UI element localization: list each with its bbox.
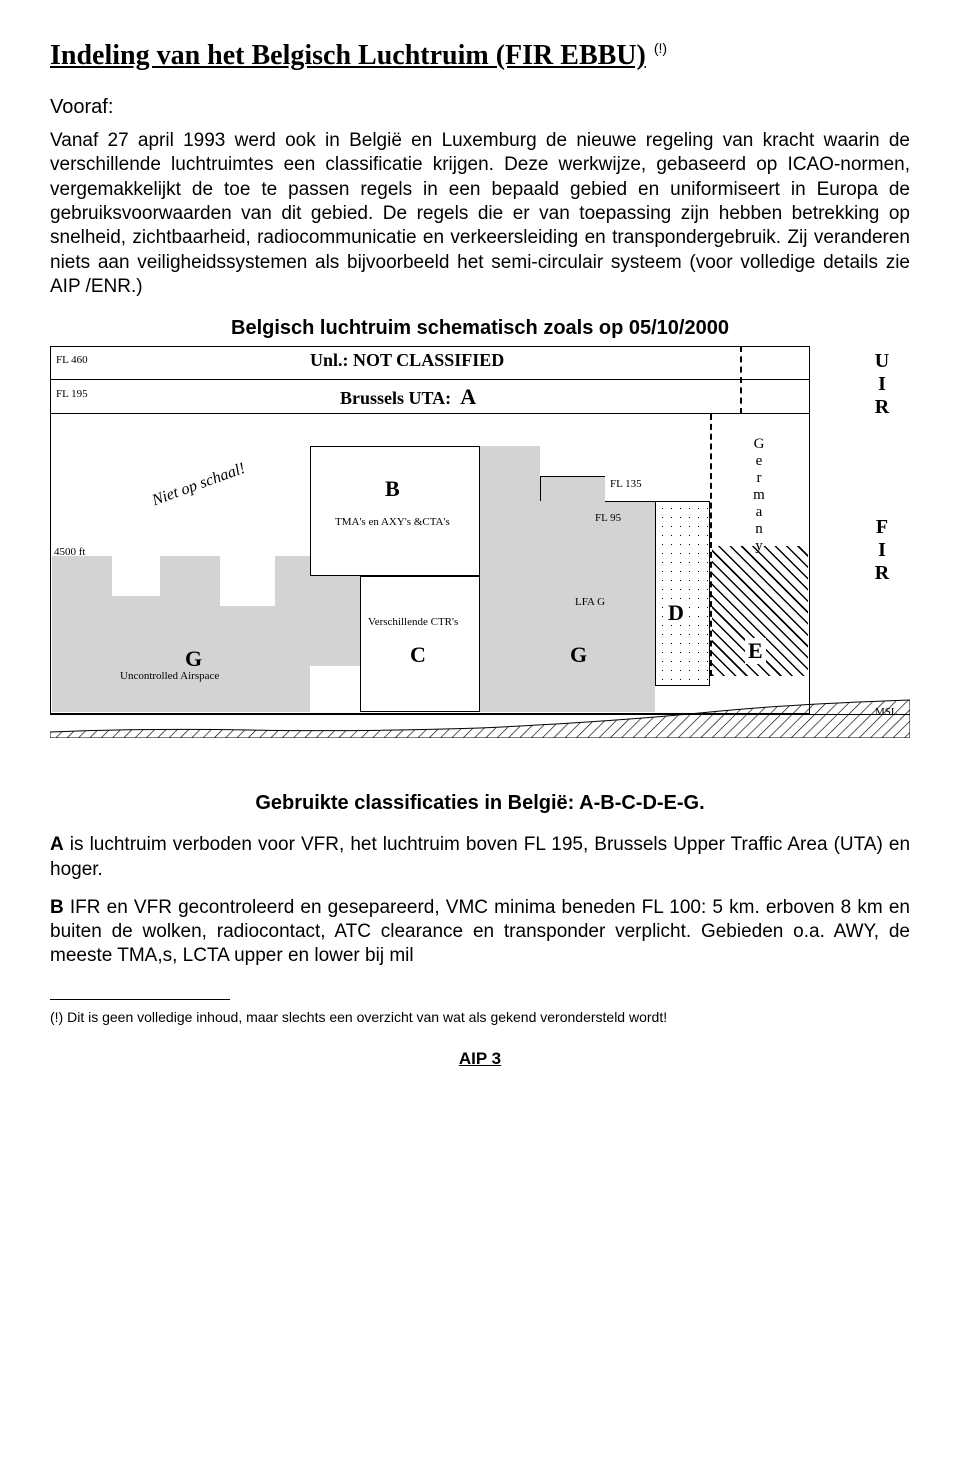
label-class-b: B [385, 476, 400, 502]
label-ctr-note: Verschillende CTR's [368, 616, 458, 628]
label-class-g-left: G [185, 646, 202, 672]
page-footer: AIP 3 [50, 1049, 910, 1069]
paragraph-a: A is luchtruim verboden voor VFR, het lu… [50, 833, 910, 882]
intro-paragraph: Vanaf 27 april 1993 werd ook in België e… [50, 129, 910, 299]
label-class-g-right: G [570, 642, 587, 668]
diagram-title: Belgisch luchtruim schematisch zoals op … [50, 317, 910, 340]
label-fl460: FL 460 [56, 354, 88, 366]
label-uir: UIR [870, 350, 893, 419]
label-brussels-uta: Brussels UTA: [340, 388, 451, 408]
label-fir: FIR [870, 516, 893, 585]
label-unl: Unl.: NOT CLASSIFIED [310, 350, 504, 371]
label-lfa-g: LFA G [575, 596, 605, 608]
label-fl135: FL 135 [610, 478, 642, 490]
label-fl195: FL 195 [56, 388, 88, 400]
label-class-e: E [745, 638, 766, 664]
label-4500ft: 4500 ft [54, 546, 85, 558]
airspace-diagram: FL 460 Unl.: NOT CLASSIFIED FL 195 Bruss… [50, 346, 910, 766]
terrain-strip [50, 698, 910, 738]
title-footnote-mark: (!) [654, 40, 667, 56]
label-class-a: A [460, 384, 476, 409]
preface-label: Vooraf: [50, 96, 910, 119]
footnote: (!) Dit is geen volledige inhoud, maar s… [50, 1009, 910, 1025]
label-tma-note: TMA's en AXY's &CTA's [335, 516, 450, 528]
label-fl95: FL 95 [595, 512, 621, 524]
label-uncontrolled: Uncontrolled Airspace [120, 670, 219, 682]
label-class-d: D [668, 600, 684, 626]
classifications-heading: Gebruikte classificaties in België: A-B-… [50, 792, 910, 815]
label-germany: Germany [750, 436, 767, 555]
label-class-c: C [410, 642, 426, 668]
page-title: Indeling van het Belgisch Luchtruim (FIR… [50, 40, 646, 72]
paragraph-b: B IFR en VFR gecontroleerd en gesepareer… [50, 896, 910, 969]
